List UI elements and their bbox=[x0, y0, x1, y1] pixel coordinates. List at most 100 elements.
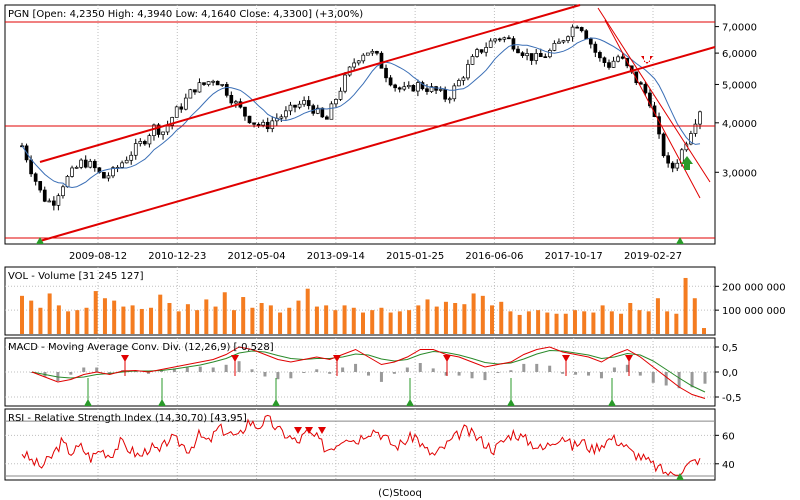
volume-bar bbox=[102, 298, 107, 334]
volume-bar bbox=[121, 306, 126, 334]
candle-body bbox=[74, 166, 79, 169]
candle-body bbox=[388, 77, 393, 86]
price-markers bbox=[36, 56, 693, 244]
candle-body bbox=[566, 36, 570, 41]
volume-bar bbox=[480, 295, 485, 334]
candle-body bbox=[284, 110, 288, 118]
candle-body bbox=[106, 175, 111, 179]
macd-y-tick-label: -0,5 bbox=[722, 393, 742, 404]
candle-body bbox=[475, 49, 479, 57]
candle-body bbox=[129, 154, 134, 161]
volume-bar bbox=[397, 311, 402, 334]
price-y-tick-label: 3,0000 bbox=[722, 168, 757, 179]
buy-triangle-icon bbox=[36, 237, 44, 244]
candle-body bbox=[288, 104, 293, 112]
candle-body bbox=[693, 123, 698, 134]
macd-hist-bar bbox=[95, 367, 99, 372]
volume-bar bbox=[185, 304, 190, 334]
footer-credit: (C)Stooq bbox=[378, 488, 422, 499]
macd-hist-bar bbox=[470, 372, 474, 379]
volume-bar bbox=[176, 311, 181, 334]
macd-hist-bar bbox=[548, 365, 552, 372]
price-y-tick-label: 7,0000 bbox=[722, 23, 757, 34]
volume-bar bbox=[416, 305, 421, 334]
volume-bar bbox=[434, 306, 439, 334]
candle-body bbox=[302, 100, 306, 105]
sell-triangle-icon bbox=[121, 355, 129, 362]
macd-hist-bar bbox=[328, 372, 332, 374]
candle-body bbox=[420, 82, 425, 90]
macd-hist-bar bbox=[625, 364, 629, 372]
price-x-tick-label: 2010-12-23 bbox=[148, 251, 206, 262]
candle-body bbox=[602, 57, 607, 63]
volume-bar bbox=[526, 311, 531, 334]
macd-hist-bar bbox=[134, 371, 138, 373]
candle-body bbox=[70, 167, 74, 177]
macd-hist-bar bbox=[638, 372, 642, 376]
macd-hist-bar bbox=[392, 372, 396, 374]
volume-bar bbox=[112, 300, 117, 334]
macd-hist-bar bbox=[561, 372, 565, 374]
candle-body bbox=[147, 135, 152, 145]
candle-body bbox=[579, 27, 584, 32]
volume-grid bbox=[5, 267, 715, 335]
volume-bar bbox=[204, 299, 209, 334]
volume-bars bbox=[20, 277, 706, 334]
volume-bar bbox=[38, 307, 43, 334]
macd-hist-bar bbox=[367, 372, 370, 376]
macd-hist-bar bbox=[535, 363, 539, 372]
macd-hist-bar bbox=[599, 372, 603, 379]
candle-body bbox=[557, 41, 561, 44]
candle-body bbox=[56, 195, 61, 206]
volume-bar bbox=[130, 305, 135, 334]
candle-body bbox=[416, 82, 420, 92]
candle-body bbox=[438, 89, 443, 91]
candle-body bbox=[197, 82, 202, 93]
price-panel-title: PGN [Open: 4,2350 High: 4,3940 Low: 4,16… bbox=[8, 9, 363, 20]
volume-bar bbox=[314, 306, 319, 334]
candle-body bbox=[320, 107, 325, 118]
macd-hist-bar bbox=[211, 367, 215, 372]
candle-body bbox=[152, 124, 156, 136]
candle-body bbox=[670, 162, 675, 169]
buy-triangle-icon bbox=[608, 399, 616, 406]
buy-triangle-icon bbox=[272, 399, 280, 406]
candle-body bbox=[638, 82, 643, 85]
candle-body bbox=[102, 172, 106, 179]
rsi-y-tick-label: 40 bbox=[722, 460, 735, 471]
volume-bar bbox=[231, 310, 236, 334]
candle-body bbox=[138, 141, 143, 144]
volume-bar bbox=[683, 277, 688, 334]
price-plot-area bbox=[4, 4, 716, 245]
candle-body bbox=[265, 121, 270, 130]
candle-body bbox=[648, 92, 652, 107]
rsi-y-tick-label: 60 bbox=[722, 431, 735, 442]
candle-body bbox=[529, 53, 534, 61]
macd-hist-bar bbox=[108, 372, 112, 374]
volume-bar bbox=[702, 328, 706, 334]
volume-bar bbox=[490, 305, 495, 334]
candle-body bbox=[666, 155, 670, 164]
macd-hist-bar bbox=[250, 369, 254, 372]
buy-triangle-icon bbox=[676, 473, 684, 480]
lower-channel-line bbox=[39, 46, 716, 242]
macd-hist-bar bbox=[612, 367, 616, 372]
candle-body bbox=[220, 84, 225, 86]
candle-body bbox=[133, 143, 138, 156]
volume-bar bbox=[29, 300, 34, 334]
volume-bar bbox=[370, 310, 375, 334]
macd-y-axis: 0,5 0,0 -0,5 bbox=[715, 343, 742, 404]
sell-triangle-icon bbox=[318, 427, 326, 434]
candle-body bbox=[338, 90, 343, 100]
candle-body bbox=[643, 83, 648, 94]
candle-body bbox=[61, 186, 65, 197]
candle-body bbox=[493, 38, 498, 42]
candle-body bbox=[411, 85, 416, 92]
volume-bar bbox=[287, 307, 292, 334]
macd-y-tick-label: 0,5 bbox=[722, 343, 738, 354]
price-x-axis: 2009-08-12 2010-12-23 2012-05-04 2013-09-14… bbox=[69, 251, 682, 262]
buy-triangle-icon bbox=[158, 399, 166, 406]
candle-body bbox=[361, 54, 366, 62]
candle-body bbox=[42, 189, 47, 202]
macd-hist-bar bbox=[651, 372, 655, 383]
